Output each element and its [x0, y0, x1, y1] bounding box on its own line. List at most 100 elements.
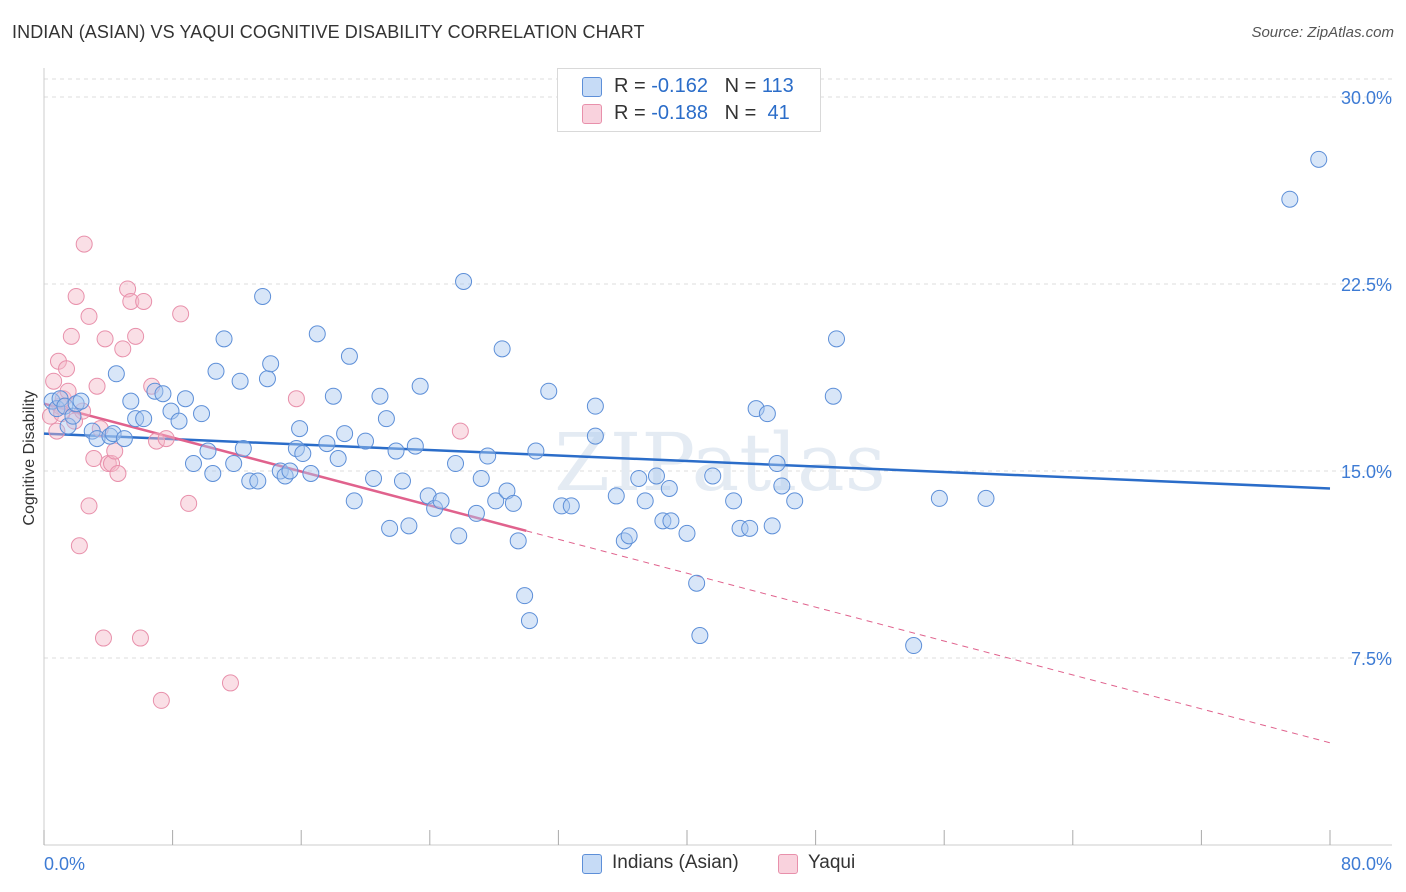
- series-yaqui: [41, 235, 469, 709]
- data-point-yaqui: [451, 422, 469, 440]
- data-point-indians: [504, 494, 522, 512]
- data-point-indians: [636, 492, 654, 510]
- data-point-indians: [357, 432, 374, 450]
- data-point-yaqui: [94, 629, 112, 647]
- data-point-indians: [88, 430, 106, 448]
- data-point-indians: [678, 524, 696, 542]
- pink-swatch: [778, 854, 798, 874]
- data-point-indians: [406, 437, 424, 455]
- x-tick-label: 80.0%: [1341, 854, 1392, 874]
- data-point-indians: [467, 504, 485, 522]
- correlation-legend: R = -0.162 N = 113 R = -0.188 N = 41: [557, 68, 821, 132]
- data-point-indians: [630, 469, 648, 487]
- data-point-indians: [586, 397, 604, 415]
- data-point-indians: [234, 440, 252, 458]
- data-point-indians: [647, 467, 665, 485]
- data-point-indians: [318, 435, 336, 453]
- data-point-indians: [115, 430, 133, 448]
- data-point-indians: [688, 574, 706, 592]
- legend-n-label: N =: [724, 102, 762, 124]
- data-point-indians: [493, 340, 511, 358]
- data-point-indians: [225, 455, 243, 473]
- data-point-indians: [731, 519, 749, 537]
- data-point-yaqui: [119, 280, 137, 298]
- data-point-indians: [387, 442, 405, 460]
- y-axis-label: Cognitive Disability: [21, 390, 38, 525]
- data-point-indians: [411, 377, 429, 395]
- data-point-indians: [660, 479, 678, 497]
- source-label: Source: ZipAtlas.com: [1251, 24, 1394, 41]
- data-point-indians: [176, 390, 194, 408]
- data-point-indians: [231, 372, 249, 390]
- data-point-indians: [773, 477, 791, 495]
- data-point-indians: [262, 355, 280, 373]
- data-point-indians: [393, 472, 411, 490]
- data-point-indians: [215, 330, 233, 348]
- legend-n-value: 41: [761, 102, 790, 124]
- data-point-indians: [271, 462, 289, 480]
- data-point-indians: [170, 412, 188, 430]
- data-point-indians: [741, 519, 759, 537]
- data-point-indians: [977, 489, 995, 507]
- y-tick-label: 7.5%: [1351, 649, 1392, 669]
- data-point-indians: [291, 420, 309, 438]
- data-point-yaqui: [287, 390, 305, 408]
- data-point-yaqui: [131, 629, 149, 647]
- data-point-yaqui: [88, 377, 106, 395]
- data-point-indians: [930, 489, 948, 507]
- y-tick-label: 15.0%: [1341, 462, 1392, 482]
- data-point-indians: [193, 405, 211, 423]
- data-point-indians: [336, 425, 354, 443]
- data-point-yaqui: [135, 292, 153, 310]
- data-point-yaqui: [109, 464, 127, 482]
- data-point-yaqui: [62, 327, 80, 345]
- data-point-yaqui: [80, 497, 98, 515]
- legend-n-label: N =: [724, 75, 762, 97]
- data-point-indians: [381, 519, 399, 537]
- data-point-indians: [725, 492, 743, 510]
- legend-r-value: -0.188: [651, 102, 708, 124]
- data-point-yaqui: [180, 494, 198, 512]
- data-point-yaqui: [148, 432, 166, 450]
- data-point-indians: [329, 450, 347, 468]
- axis-labels: 7.5% 15.0% 22.5% 30.0% 0.0% 80.0% Cognitive Di…: [21, 88, 1392, 874]
- data-point-indians: [324, 387, 342, 405]
- data-point-indians: [763, 517, 781, 535]
- data-point-indians: [1310, 150, 1328, 168]
- data-point-indians: [281, 462, 299, 480]
- data-point-indians: [553, 497, 571, 515]
- data-point-indians: [104, 425, 122, 443]
- data-point-indians: [447, 455, 465, 473]
- axes: [43, 68, 1392, 846]
- data-point-yaqui: [67, 287, 85, 305]
- pink-swatch: [582, 104, 602, 124]
- data-point-indians: [768, 455, 786, 473]
- trend-lines: [43, 402, 1331, 744]
- gridlines: [44, 78, 1392, 659]
- data-point-indians: [540, 382, 558, 400]
- data-point-indians: [586, 427, 604, 445]
- data-point-indians: [59, 417, 77, 435]
- data-point-yaqui: [122, 292, 140, 310]
- legend-r-label: R =: [614, 102, 652, 124]
- bottom-legend-label: Indians (Asian): [612, 852, 739, 873]
- data-point-indians: [527, 442, 545, 460]
- bottom-legend-label: Yaqui: [808, 852, 856, 873]
- legend-row-yaqui: R = -0.188 N = 41: [582, 102, 790, 126]
- data-point-indians: [450, 527, 468, 545]
- data-point-indians: [455, 273, 473, 291]
- data-point-yaqui: [58, 360, 76, 378]
- data-point-indians: [758, 405, 776, 423]
- data-point-indians: [207, 362, 225, 380]
- y-tick-label: 22.5%: [1341, 275, 1392, 295]
- data-point-indians: [824, 387, 842, 405]
- data-point-indians: [294, 445, 312, 463]
- data-point-yaqui: [152, 691, 170, 709]
- trend-line-indians: [43, 432, 1331, 490]
- data-point-indians: [1281, 190, 1299, 208]
- data-point-indians: [135, 410, 153, 428]
- data-point-indians: [72, 392, 90, 410]
- data-point-indians: [827, 330, 845, 348]
- data-point-indians: [302, 464, 320, 482]
- data-point-indians: [432, 492, 450, 510]
